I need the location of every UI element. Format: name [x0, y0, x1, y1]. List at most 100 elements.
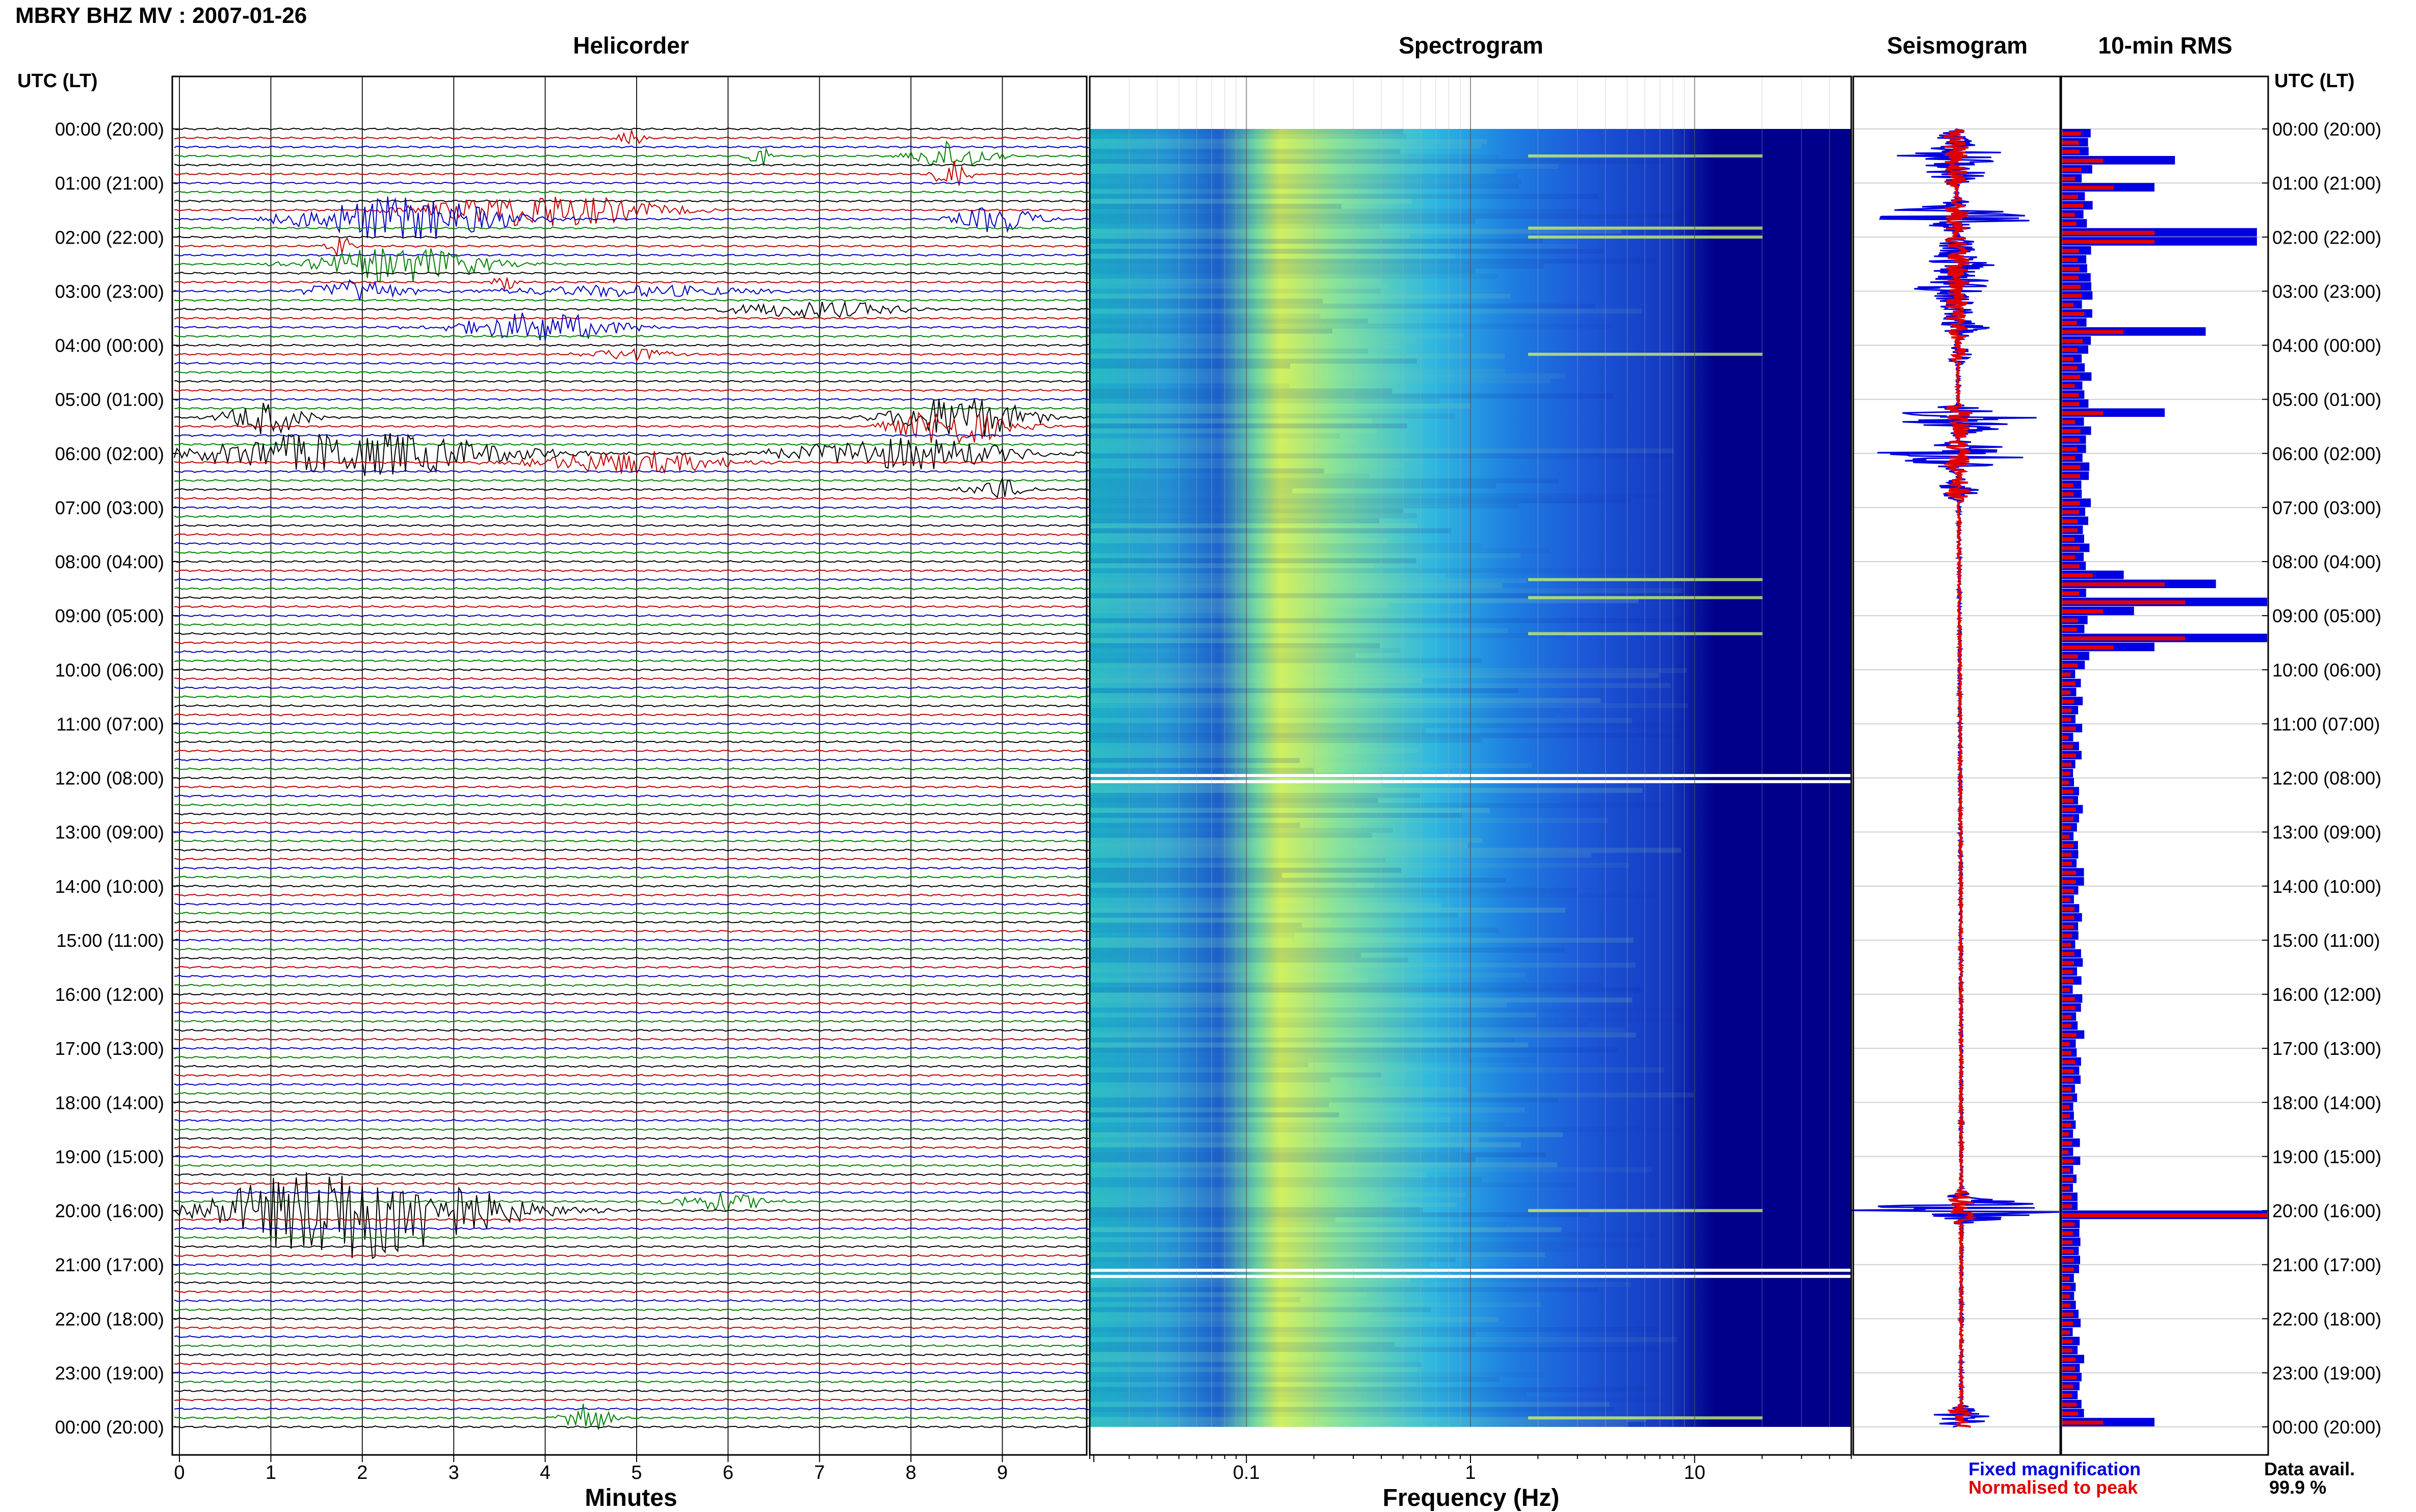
hour-label-right: 20:00 (16:00) — [2272, 1201, 2381, 1222]
rms-bar-normalised — [2062, 1204, 2072, 1209]
rms-bar-normalised — [2062, 375, 2081, 379]
helicorder-trace-line — [174, 380, 1089, 383]
rms-bar-normalised — [2062, 618, 2078, 623]
helicorder-trace-line — [174, 857, 1089, 861]
helicorder-trace-line — [174, 299, 1089, 302]
helicorder-trace-line — [174, 470, 1089, 473]
helicorder-trace-line — [174, 542, 1089, 545]
frequency-tick-label: 10 — [1684, 1462, 1705, 1483]
rms-bar-normalised — [2062, 1015, 2072, 1019]
helicorder-trace-line — [174, 497, 1089, 500]
rms-bar-normalised — [2062, 213, 2075, 217]
helicorder-trace-line — [174, 1236, 1089, 1239]
data-availability-value: 99.9 % — [2269, 1477, 2327, 1498]
helicorder-title: Helicorder — [573, 32, 689, 59]
helicorder-trace-line — [174, 893, 1089, 897]
minute-tick-label: 4 — [540, 1462, 550, 1483]
helicorder-trace-line — [174, 1380, 1089, 1384]
rms-bar-normalised — [2062, 1141, 2072, 1146]
helicorder-trace-line — [174, 1371, 1089, 1374]
helicorder-trace-line — [174, 334, 1089, 338]
helicorder-trace-line — [174, 1425, 1089, 1429]
helicorder-trace-line — [174, 1038, 1089, 1041]
helicorder-trace-line — [174, 596, 1089, 599]
hour-label-right: 00:00 (20:00) — [2272, 119, 2381, 140]
hour-label-right: 19:00 (15:00) — [2272, 1146, 2381, 1167]
rms-bar-normalised — [2062, 528, 2078, 533]
helicorder-trace-line — [174, 479, 1089, 482]
rms-bar-normalised — [2062, 861, 2072, 866]
hour-label-left: 09:00 (05:00) — [55, 605, 164, 626]
rms-bar-normalised — [2062, 1240, 2072, 1244]
rms-bar-normalised — [2062, 357, 2074, 361]
minute-tick-label: 6 — [723, 1462, 733, 1483]
rms-bar-normalised — [2062, 1321, 2073, 1326]
rms-bar-normalised — [2062, 645, 2114, 650]
helicorder-trace-line — [174, 1136, 1089, 1140]
helicorder-trace-line — [174, 197, 1089, 226]
helicorder-trace-line — [174, 279, 1089, 301]
rms-bar-normalised — [2062, 1150, 2069, 1154]
rms-bar-normalised — [2062, 843, 2074, 848]
helicorder-trace-line — [174, 821, 1089, 825]
helicorder-trace-line — [174, 794, 1089, 798]
rms-bar-normalised — [2062, 1303, 2070, 1308]
helicorder-trace-line — [174, 876, 1089, 879]
helicorder-trace-line — [174, 785, 1089, 789]
helicorder-trace-line — [174, 740, 1089, 744]
rms-bar-normalised — [2062, 907, 2074, 911]
rms-bar-normalised — [2062, 745, 2073, 749]
helicorder-trace-line — [174, 641, 1089, 645]
rms-bar-normalised — [2062, 672, 2071, 677]
helicorder-trace-line — [174, 1155, 1089, 1158]
hour-label-left: 20:00 (16:00) — [55, 1201, 164, 1222]
rms-bar-normalised — [2062, 339, 2083, 343]
helicorder-trace-line — [174, 407, 1089, 410]
rms-bar-normalised — [2062, 492, 2074, 496]
rms-bar-normalised — [2062, 195, 2078, 199]
rms-bar-normalised — [2062, 1213, 2267, 1217]
rms-bar-normalised — [2062, 1195, 2072, 1200]
helicorder-trace-line — [174, 300, 1089, 320]
rms-bar-normalised — [2062, 321, 2077, 325]
minute-tick-label: 3 — [449, 1462, 459, 1483]
rms-bar-normalised — [2062, 834, 2069, 839]
hour-label-left: 00:00 (20:00) — [55, 119, 164, 140]
rms-bar-normalised — [2062, 708, 2072, 713]
rms-bar-normalised — [2062, 158, 2104, 163]
rms-bar-normalised — [2062, 924, 2074, 929]
helicorder-trace-line — [174, 1020, 1089, 1023]
rms-bar-normalised — [2062, 303, 2074, 307]
rms-bar-normalised — [2062, 222, 2077, 226]
rms-bar-normalised — [2062, 1051, 2071, 1055]
helicorder-trace-line — [174, 1227, 1089, 1230]
rms-bars — [2062, 129, 2267, 1426]
rms-bar-normalised — [2062, 600, 2186, 605]
helicorder-trace-line — [174, 1146, 1089, 1149]
helicorder-trace-line — [174, 614, 1089, 618]
rms-bar-normalised — [2062, 726, 2076, 731]
helicorder-trace-line — [174, 911, 1089, 915]
helicorder-trace-line — [174, 866, 1089, 870]
helicorder-trace-line — [174, 947, 1089, 951]
rms-bar-normalised — [2062, 961, 2074, 965]
rms-bar-normalised — [2062, 1033, 2077, 1038]
rms-bar-normalised — [2062, 853, 2071, 857]
helicorder-trace-line — [174, 1290, 1089, 1293]
rms-bar-normalised — [2062, 140, 2079, 145]
helicorder-trace-line — [174, 361, 1089, 365]
helicorder-trace-line — [174, 1353, 1089, 1357]
hour-label-right: 12:00 (08:00) — [2272, 768, 2381, 789]
rms-bar-normalised — [2062, 826, 2071, 830]
rms-bar-normalised — [2062, 663, 2078, 668]
hour-label-right: 21:00 (17:00) — [2272, 1255, 2381, 1276]
hour-label-left: 02:00 (22:00) — [55, 227, 164, 248]
rms-bar-normalised — [2062, 690, 2070, 695]
rms-bar-normalised — [2062, 1330, 2070, 1335]
hour-label-right: 01:00 (21:00) — [2272, 173, 2381, 194]
hour-label-left: 07:00 (03:00) — [55, 497, 164, 518]
helicorder-trace-line — [174, 163, 1089, 167]
helicorder-trace-line — [174, 348, 1089, 363]
helicorder-trace-line — [174, 140, 1089, 167]
helicorder-trace-line — [174, 1362, 1089, 1366]
